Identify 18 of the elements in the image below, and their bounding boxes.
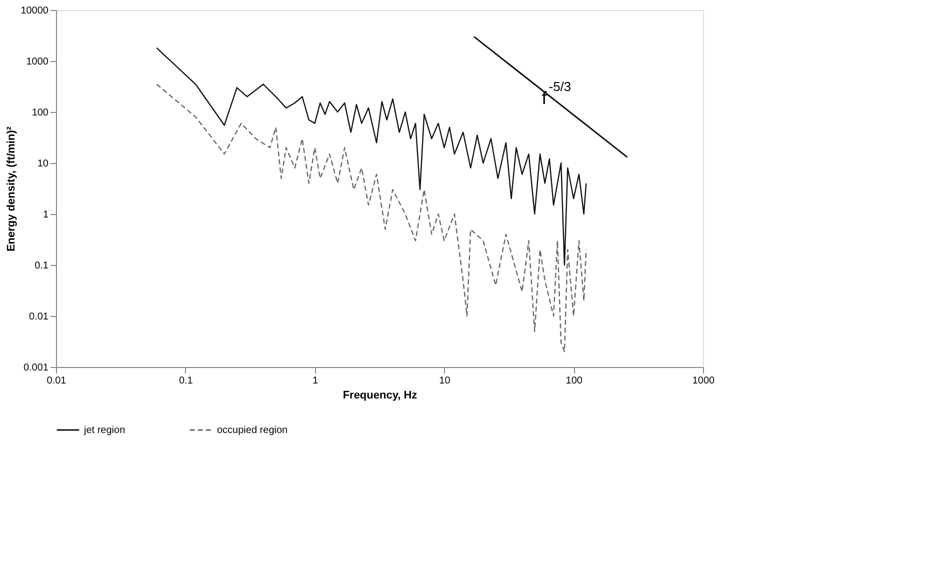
legend-label: jet region bbox=[83, 425, 126, 436]
y-tick-label: 0.1 bbox=[34, 260, 49, 272]
y-tick-label: 10 bbox=[37, 158, 49, 170]
y-tick-label: 100 bbox=[32, 108, 49, 118]
x-tick-label: 1 bbox=[312, 376, 319, 386]
y-tick-label: 1000 bbox=[26, 56, 49, 68]
y-axis-title: Energy density, (ft/min)² bbox=[6, 126, 18, 252]
x-tick-label: 0.01 bbox=[46, 376, 67, 386]
x-tick-label: 10 bbox=[439, 376, 451, 386]
legend-label: occupied region bbox=[217, 425, 288, 436]
x-axis-title: Frequency, Hz bbox=[342, 390, 418, 402]
y-tick-label: 0.001 bbox=[23, 362, 49, 374]
y-tick-label: 1 bbox=[42, 210, 49, 220]
x-tick-label: 100 bbox=[566, 376, 583, 386]
y-tick-label: 10000 bbox=[20, 6, 49, 16]
x-tick-label: 0.1 bbox=[178, 376, 194, 386]
x-tick-label: 1000 bbox=[692, 376, 716, 386]
y-tick-label: 0.01 bbox=[29, 312, 49, 322]
